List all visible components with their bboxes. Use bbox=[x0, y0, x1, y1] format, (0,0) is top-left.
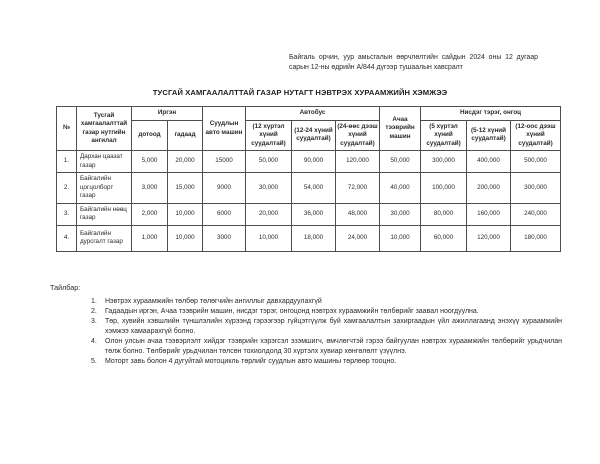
note-number: 5. bbox=[91, 357, 97, 365]
fee-cell: 10,000 bbox=[379, 224, 422, 252]
fee-cell: 10,000 bbox=[167, 224, 203, 252]
note-item: 3. Төр, хувийн хэвшлийн түншлэлийн хүрээ… bbox=[91, 317, 562, 337]
fee-table: № Тусгай хамгаалалттай газар нутгийн анг… bbox=[56, 106, 562, 252]
note-number: 3. bbox=[91, 317, 97, 325]
row-category: Байгалийн цогцолборт газар bbox=[76, 172, 132, 204]
fee-cell: 120,000 bbox=[466, 224, 512, 252]
note-number: 1. bbox=[91, 298, 97, 305]
fee-cell: 18,000 bbox=[291, 224, 336, 252]
fee-cell: 24,000 bbox=[334, 224, 381, 252]
col-header-citizen-foreign: гадаад bbox=[167, 119, 203, 151]
fee-cell: 60,000 bbox=[420, 224, 468, 252]
note-text: Моторт завь болон 4 дугуйтай мотоцикль т… bbox=[105, 357, 397, 365]
fee-cell: 1,000 bbox=[131, 224, 168, 252]
note-text: Төр, хувийн хэвшлийн түншлэлийн хүрээнд … bbox=[105, 317, 562, 335]
fee-cell: 9000 bbox=[202, 172, 246, 204]
col-header-bus-12: (12 хүртэл хүний суудалтай) bbox=[245, 119, 292, 151]
row-category: Байгалийн дурсгалт газар bbox=[76, 224, 132, 252]
note-item: 4. Олон улсын ачаа тээвэрлэлт хийдэг тээ… bbox=[91, 337, 562, 357]
fee-cell: 30,000 bbox=[379, 202, 422, 226]
col-header-bus-24plus: (24-өөс дээш хүний суудалтай) bbox=[334, 119, 381, 151]
fee-cell: 240,000 bbox=[510, 202, 562, 226]
note-item: 2. Гадаадын иргэн, Ачаа тээврийн машин, … bbox=[91, 307, 562, 317]
col-header-aircraft-5: (5 хүртэл хүний суудалтай) bbox=[420, 119, 468, 151]
fee-cell: 30,000 bbox=[245, 172, 292, 204]
notes-list: 1. Нэвтрэх хураамжийн төлбөр төлөгчийн а… bbox=[91, 297, 562, 367]
fee-cell: 15000 bbox=[202, 150, 246, 173]
fee-cell: 72,000 bbox=[334, 172, 381, 204]
col-header-aircraft: Нисдэг тэрэг, онгоц bbox=[420, 106, 562, 121]
col-header-bus-12-24: (12-24 хүний суудалтай) bbox=[291, 119, 336, 151]
col-header-no: № bbox=[56, 106, 77, 151]
table-row: 4. Байгалийн дурсгалт газар 1,000 10,000… bbox=[56, 224, 562, 252]
fee-cell: 15,000 bbox=[167, 172, 203, 204]
col-header-aircraft-5-12: (5-12 хүний суудалтай) bbox=[466, 119, 512, 151]
fee-cell: 400,000 bbox=[466, 150, 512, 173]
row-category: Дархан цаазат газар bbox=[76, 150, 132, 173]
fee-cell: 200,000 bbox=[466, 172, 512, 204]
fee-cell: 50,000 bbox=[379, 150, 422, 173]
col-header-car: Суудлын авто машин bbox=[202, 106, 246, 151]
col-header-category: Тусгай хамгаалалттай газар нутгийн ангил… bbox=[76, 106, 132, 151]
fee-cell: 3000 bbox=[202, 224, 246, 252]
fee-cell: 500,000 bbox=[510, 150, 562, 173]
col-header-aircraft-12plus: (12-оос дээш хүний суудалтай) bbox=[510, 119, 562, 151]
fee-cell: 90,000 bbox=[291, 150, 336, 173]
fee-cell: 50,000 bbox=[245, 150, 292, 173]
fee-cell: 20,000 bbox=[245, 202, 292, 226]
note-text: Гадаадын иргэн, Ачаа тээврийн машин, нис… bbox=[105, 307, 479, 315]
row-number: 2. bbox=[56, 172, 77, 204]
fee-cell: 300,000 bbox=[510, 172, 562, 204]
table-row: 2. Байгалийн цогцолборт газар 3,000 15,0… bbox=[56, 172, 562, 204]
note-text: Нэвтрэх хураамжийн төлбөр төлөгчийн анги… bbox=[105, 298, 322, 305]
table-row: 1. Дархан цаазат газар 5,000 20,000 1500… bbox=[56, 150, 562, 173]
note-item: 1. Нэвтрэх хураамжийн төлбөр төлөгчийн а… bbox=[91, 297, 562, 307]
fee-cell: 10,000 bbox=[167, 202, 203, 226]
fee-cell: 100,000 bbox=[420, 172, 468, 204]
table-row: 3. Байгалийн нөөц газар 2,000 10,000 600… bbox=[56, 202, 562, 226]
fee-cell: 3,000 bbox=[131, 172, 168, 204]
fee-cell: 6000 bbox=[202, 202, 246, 226]
table-header-row-1: № Тусгай хамгаалалттай газар нутгийн анг… bbox=[56, 106, 562, 151]
decree-annotation: Байгаль орчин, уур амьсгалын өөрчлөлтийн… bbox=[289, 54, 538, 72]
table-header-row-2: дотоод гадаад (12 хүртэл хүний суудалтай… bbox=[57, 119, 562, 151]
note-text: Олон улсын ачаа тээвэрлэлт хийдэг тээври… bbox=[105, 337, 562, 355]
fee-cell: 120,000 bbox=[334, 150, 381, 173]
row-number: 3. bbox=[56, 202, 77, 226]
fee-cell: 48,000 bbox=[334, 202, 381, 226]
col-header-truck: Ачаа тээврийн машин bbox=[379, 106, 422, 151]
fee-cell: 300,000 bbox=[420, 150, 468, 173]
row-number: 4. bbox=[56, 224, 77, 252]
note-number: 2. bbox=[91, 307, 97, 315]
fee-cell: 80,000 bbox=[420, 202, 468, 226]
note-number: 4. bbox=[91, 337, 97, 345]
fee-cell: 10,000 bbox=[245, 224, 292, 252]
notes-label: Тайлбар: bbox=[50, 283, 81, 292]
fee-cell: 36,000 bbox=[291, 202, 336, 226]
col-header-citizen: Иргэн bbox=[131, 106, 203, 121]
fee-cell: 20,000 bbox=[167, 150, 203, 173]
note-item: 5. Моторт завь болон 4 дугуйтай мотоцикл… bbox=[91, 357, 562, 367]
fee-cell: 5,000 bbox=[131, 150, 168, 173]
fee-cell: 54,000 bbox=[291, 172, 336, 204]
fee-cell: 160,000 bbox=[466, 202, 512, 226]
page-title: ТУСГАЙ ХАМГААЛАЛТТАЙ ГАЗАР НУТАГТ НЭВТРЭ… bbox=[152, 88, 448, 97]
fee-cell: 2,000 bbox=[131, 202, 168, 226]
row-number: 1. bbox=[56, 150, 77, 173]
fee-cell: 40,000 bbox=[379, 172, 422, 204]
col-header-citizen-domestic: дотоод bbox=[131, 119, 168, 151]
row-category: Байгалийн нөөц газар bbox=[76, 202, 132, 226]
fee-cell: 180,000 bbox=[510, 224, 562, 252]
col-header-bus: Автобус bbox=[244, 106, 381, 121]
